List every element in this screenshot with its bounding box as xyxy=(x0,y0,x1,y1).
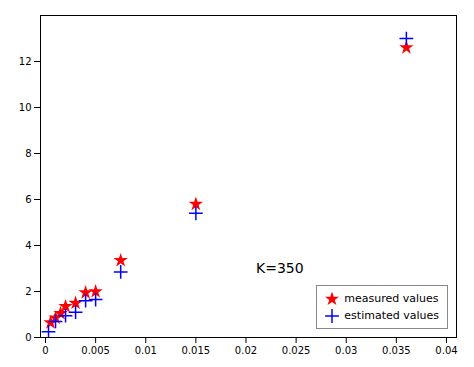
svg-text:4: 4 xyxy=(25,240,31,251)
svg-text:6: 6 xyxy=(25,194,31,205)
svg-text:0.02: 0.02 xyxy=(235,345,257,356)
html-text:estimated values: estimated values xyxy=(344,309,439,322)
svg-text:0.025: 0.025 xyxy=(282,345,311,356)
svg-text:0.01: 0.01 xyxy=(135,345,157,356)
svg-text:0.015: 0.015 xyxy=(182,345,211,356)
html-text:measured values: measured values xyxy=(344,292,439,305)
svg-text:0: 0 xyxy=(42,345,48,356)
svg-text:K=350: K=350 xyxy=(256,260,304,276)
svg-text:2: 2 xyxy=(25,286,31,297)
svg-text:8: 8 xyxy=(25,148,31,159)
svg-text:0.005: 0.005 xyxy=(81,345,110,356)
svg-text:0.035: 0.035 xyxy=(382,345,411,356)
svg-text:0.03: 0.03 xyxy=(335,345,357,356)
svg-text:0: 0 xyxy=(25,332,31,343)
svg-text:12: 12 xyxy=(19,56,32,67)
svg-text:0.04: 0.04 xyxy=(435,345,457,356)
svg-text:10: 10 xyxy=(19,102,32,113)
